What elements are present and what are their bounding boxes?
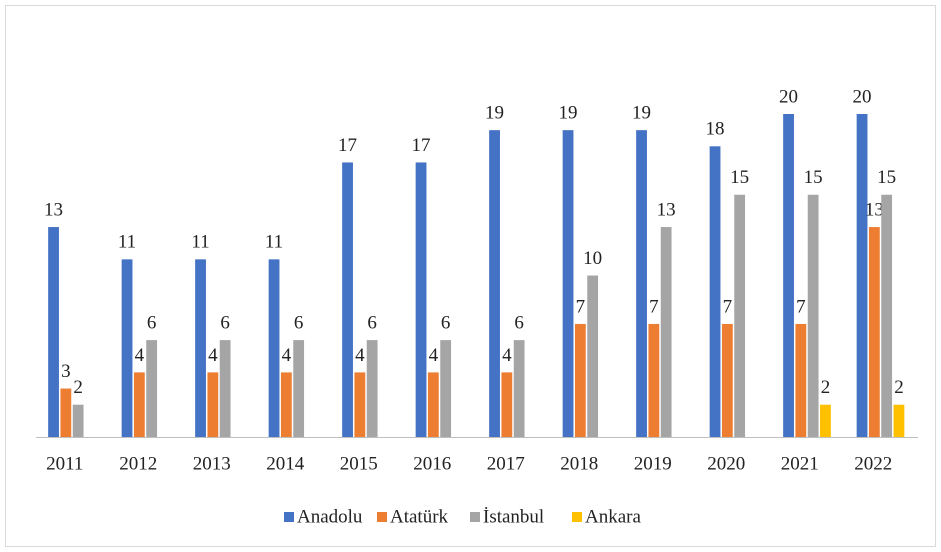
data-label: 6 [294,312,304,333]
data-label: 20 [779,86,798,107]
legend-swatch [470,512,480,522]
bar [342,162,353,437]
bar [893,404,905,437]
x-tick-label: 2018 [560,453,598,474]
bar [734,194,746,437]
bar [489,130,500,437]
bar [881,194,893,437]
data-label: 15 [804,167,823,188]
bar [427,372,439,437]
bar [366,340,378,437]
bar [354,372,366,437]
data-label: 4 [502,345,512,366]
bar [146,340,158,437]
chart-frame [5,5,936,547]
data-label: 17 [412,135,431,156]
x-tick-label: 2014 [266,453,305,474]
bar [501,372,513,437]
bar [60,388,72,437]
legend-label: Anadolu [297,506,363,527]
data-label: 11 [118,232,136,253]
data-label: 6 [514,312,524,333]
bar [195,259,206,437]
bar [207,372,219,437]
bar [440,340,452,437]
data-label: 2 [73,377,83,398]
x-tick-label: 2013 [193,453,231,474]
data-label: 4 [355,345,365,366]
bar [562,130,574,437]
data-label: 18 [706,119,725,140]
data-label: 10 [583,248,602,269]
bar [856,114,868,437]
data-label: 6 [367,312,377,333]
x-tick-label: 2022 [854,453,892,474]
bar [868,227,880,437]
bar [293,340,305,437]
legend-swatch [572,512,582,522]
bar [574,323,586,437]
bar [709,146,721,438]
data-label: 3 [61,361,71,382]
x-tick-label: 2011 [46,453,83,474]
data-label: 13 [657,199,676,220]
bar [72,404,84,437]
bar [415,162,427,437]
bar [795,323,807,437]
bar [820,404,831,437]
bar [587,275,599,437]
bar [219,340,231,437]
data-label: 11 [191,232,209,253]
data-label: 11 [265,232,283,253]
bar [660,227,672,437]
x-tick-label: 2020 [707,453,745,474]
x-tick-label: 2015 [340,453,378,474]
bar [783,114,794,437]
x-tick-label: 2016 [413,453,451,474]
bar [807,194,819,437]
bar [268,259,280,437]
data-label: 19 [632,103,651,124]
data-label: 7 [723,296,733,317]
data-label: 4 [282,345,292,366]
data-label: 6 [220,312,230,333]
bar [648,323,660,437]
data-label: 4 [208,345,218,366]
x-tick-label: 2012 [119,453,157,474]
data-label: 2 [821,377,831,398]
data-label: 7 [649,296,659,317]
legend-label: Ankara [585,506,641,527]
x-tick-label: 2017 [487,453,525,474]
bar [133,372,145,437]
data-label: 19 [485,103,504,124]
bar [121,259,133,437]
data-label: 2 [894,377,904,398]
x-tick-label: 2021 [781,453,819,474]
bar [513,340,525,437]
data-label: 15 [730,167,749,188]
legend-label: İstanbul [483,506,544,527]
x-tick-label: 2019 [634,453,672,474]
legend-swatch [284,512,294,522]
data-label: 13 [865,199,884,220]
data-label: 7 [576,296,586,317]
bar [636,130,647,437]
data-label: 4 [429,345,439,366]
data-label: 6 [147,312,157,333]
bar [48,227,59,437]
data-label: 6 [441,312,451,333]
bar [280,372,292,437]
data-label: 13 [44,199,63,220]
data-label: 17 [338,135,357,156]
legend-label: Atatürk [390,506,449,527]
bar [721,323,733,437]
legend-swatch [377,512,387,522]
data-label: 4 [135,345,145,366]
data-label: 20 [853,86,872,107]
data-label: 19 [559,103,578,124]
data-label: 15 [877,167,896,188]
data-label: 7 [796,296,806,317]
